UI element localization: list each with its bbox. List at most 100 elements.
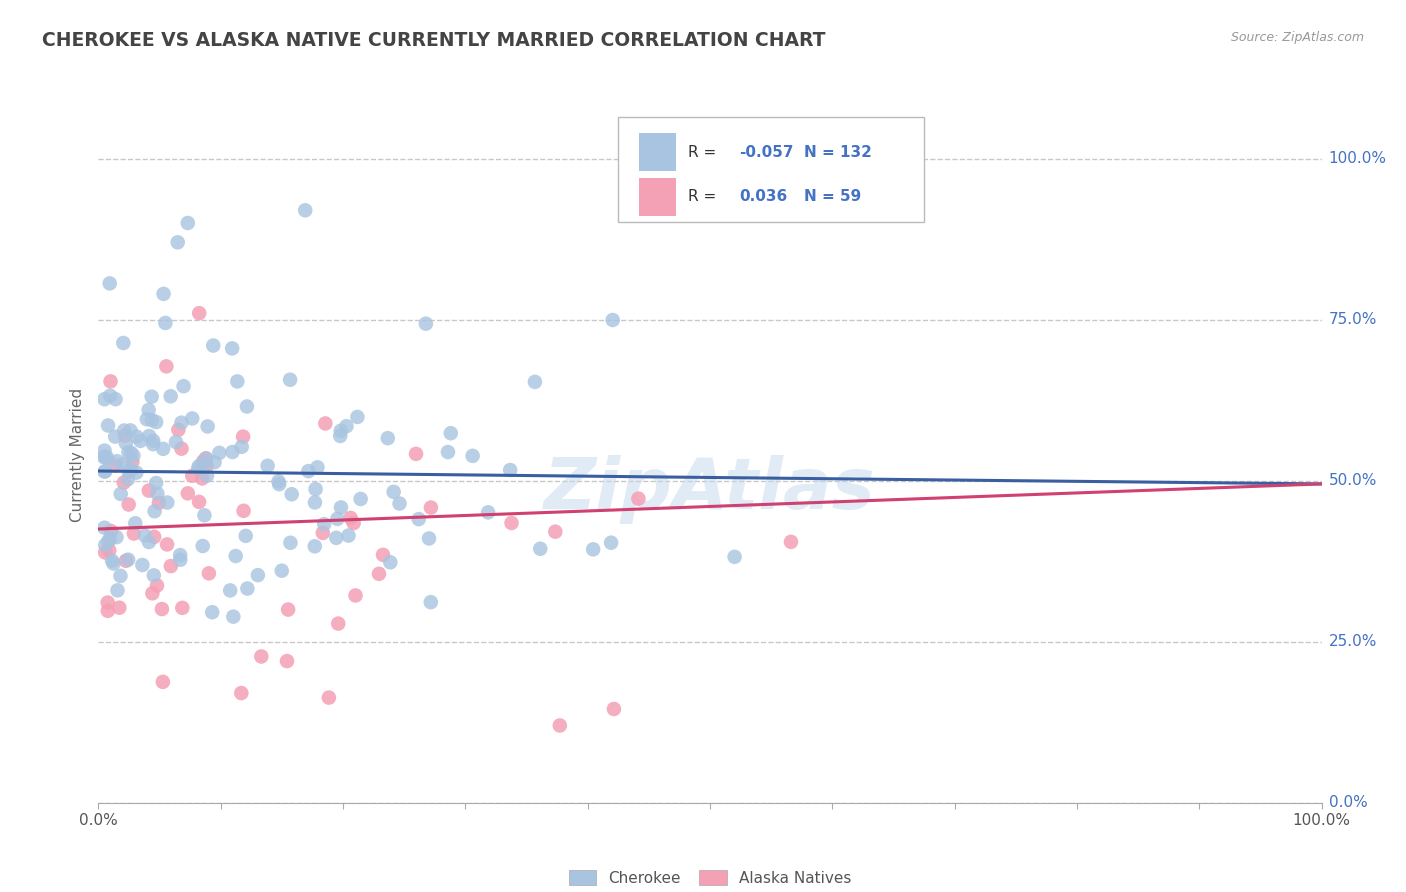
Point	[232, 504, 254, 518]
Point	[141, 390, 163, 404]
Bar	[640, 178, 676, 216]
Point	[188, 495, 211, 509]
Point	[110, 487, 132, 501]
Point	[221, 342, 243, 356]
Point	[97, 596, 120, 610]
Point	[142, 434, 165, 448]
Point	[382, 484, 405, 499]
Point	[112, 424, 135, 438]
Point	[231, 686, 253, 700]
Point	[380, 555, 402, 569]
Point	[461, 449, 484, 463]
Point	[314, 417, 336, 431]
Point	[101, 554, 124, 568]
Point	[236, 400, 259, 414]
Point	[418, 532, 440, 546]
Point	[222, 609, 245, 624]
Point	[100, 375, 122, 389]
Point	[156, 495, 179, 509]
Point	[145, 415, 167, 429]
Point	[440, 426, 463, 441]
Point	[120, 423, 142, 437]
Point	[191, 539, 214, 553]
Point	[278, 373, 301, 387]
Point	[93, 450, 115, 464]
Point	[236, 582, 259, 596]
Point	[225, 549, 247, 563]
Point	[195, 468, 218, 483]
Point	[97, 418, 120, 433]
Point	[330, 500, 353, 515]
Point	[250, 649, 273, 664]
Point	[232, 430, 254, 444]
Text: 75.0%: 75.0%	[1329, 312, 1376, 327]
Point	[201, 605, 224, 619]
Point	[231, 440, 253, 454]
Point	[117, 472, 139, 486]
Point	[129, 434, 152, 448]
Point	[280, 535, 302, 549]
Text: 25.0%: 25.0%	[1329, 634, 1376, 649]
Point	[177, 486, 200, 500]
Point	[141, 586, 163, 600]
Point	[114, 428, 136, 442]
Point	[181, 468, 204, 483]
Point	[419, 500, 441, 515]
Point	[499, 463, 522, 477]
Legend: Cherokee, Alaska Natives: Cherokee, Alaska Natives	[568, 870, 852, 886]
Point	[405, 447, 427, 461]
Text: 50.0%: 50.0%	[1329, 473, 1376, 488]
Point	[304, 539, 326, 553]
Text: -0.057: -0.057	[740, 145, 794, 160]
Point	[388, 497, 411, 511]
Point	[277, 602, 299, 616]
Point	[97, 534, 120, 549]
Point	[437, 445, 460, 459]
Point	[312, 525, 335, 540]
Point	[110, 569, 132, 583]
Point	[143, 530, 166, 544]
Point	[280, 487, 302, 501]
Point	[169, 548, 191, 562]
Point	[187, 459, 209, 474]
Point	[523, 375, 546, 389]
Text: 0.0%: 0.0%	[1329, 796, 1368, 810]
Point	[120, 463, 142, 477]
Point	[125, 430, 148, 444]
Bar	[640, 133, 676, 171]
Point	[117, 552, 139, 566]
Point	[337, 528, 360, 542]
Point	[193, 457, 215, 471]
Point	[159, 389, 181, 403]
Y-axis label: Currently Married: Currently Married	[70, 388, 86, 522]
Point	[270, 564, 292, 578]
Point	[104, 458, 127, 473]
Point	[368, 566, 391, 581]
Point	[325, 531, 347, 545]
Point	[195, 458, 218, 473]
Point	[723, 549, 745, 564]
Point	[276, 654, 298, 668]
Point	[96, 450, 118, 465]
Point	[350, 491, 373, 506]
Point	[124, 516, 146, 531]
Point	[188, 306, 211, 320]
Point	[235, 529, 257, 543]
Point	[318, 690, 340, 705]
Point	[117, 445, 139, 459]
Point	[198, 566, 221, 581]
Point	[138, 429, 160, 443]
Point	[98, 277, 121, 291]
Text: R =: R =	[688, 145, 721, 160]
Point	[98, 389, 121, 403]
Point	[602, 313, 624, 327]
Point	[94, 538, 117, 552]
Point	[582, 542, 605, 557]
Point	[152, 286, 174, 301]
Point	[529, 541, 551, 556]
Point	[328, 616, 350, 631]
Point	[103, 557, 125, 571]
Point	[335, 419, 357, 434]
Point	[118, 498, 141, 512]
Point	[408, 512, 430, 526]
